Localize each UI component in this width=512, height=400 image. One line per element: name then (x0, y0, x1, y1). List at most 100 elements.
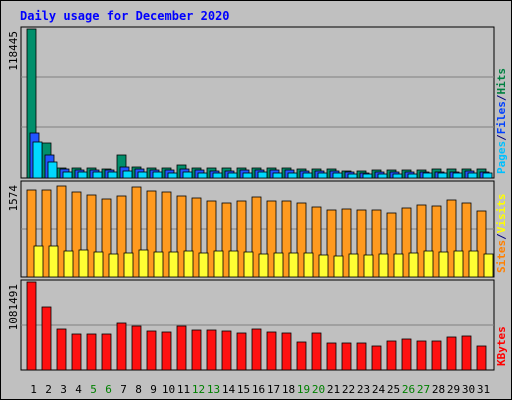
bar-visits-day-6 (101, 198, 112, 278)
bar-visits-day-20 (311, 206, 322, 278)
series-visits (26, 185, 487, 278)
legend-entry: / (495, 134, 508, 141)
bar-visits-day-27 (416, 204, 427, 278)
bar-visits-day-29 (446, 199, 457, 278)
bar-pages-day-16 (257, 171, 268, 179)
x-tick-label-day-25: 25 (387, 383, 400, 396)
bar-visits-day-8 (131, 186, 142, 278)
bar-visits-day-5 (86, 194, 97, 278)
bar-kbytes-day-22 (341, 342, 352, 371)
bar-pages-day-17 (272, 172, 283, 179)
bar-sites-day-3 (63, 250, 74, 278)
legend-entry: Sites (495, 240, 508, 273)
bar-pages-day-13 (212, 172, 223, 179)
bar-kbytes-day-21 (326, 342, 337, 371)
x-tick-label-day-21: 21 (327, 383, 340, 396)
bar-pages-day-26 (407, 173, 418, 179)
bar-sites-day-17 (273, 252, 284, 278)
bar-pages-day-31 (482, 172, 493, 179)
bar-visits-day-23 (356, 209, 367, 278)
bar-kbytes-day-9 (146, 330, 157, 371)
bar-visits-day-31 (476, 210, 487, 278)
bar-sites-day-12 (198, 252, 209, 278)
bar-pages-day-21 (332, 172, 343, 179)
bar-kbytes-day-8 (131, 325, 142, 371)
x-tick-label-day-2: 2 (45, 383, 52, 396)
bar-kbytes-day-17 (266, 331, 277, 371)
panel-legend: KBytes (495, 326, 508, 366)
bar-visits-day-10 (161, 191, 172, 278)
panel-legend: Pages/Files/Hits (495, 68, 508, 174)
bar-pages-day-15 (242, 172, 253, 179)
bar-kbytes-day-30 (461, 335, 472, 371)
bar-kbytes-day-18 (281, 332, 292, 371)
bar-visits-day-14 (221, 202, 232, 278)
bar-sites-day-18 (288, 252, 299, 278)
bar-sites-day-13 (213, 250, 224, 278)
panel-visits-sites: 1574 Sites/Visits (7, 180, 508, 278)
legend-entry: Hits (495, 68, 508, 95)
legend-entry: / (495, 233, 508, 240)
bar-pages-day-18 (287, 172, 298, 179)
bar-visits-day-4 (71, 191, 82, 278)
bar-pages-day-3 (62, 171, 73, 179)
bar-pages-day-5 (92, 171, 103, 179)
bar-kbytes-day-11 (176, 325, 187, 371)
bar-kbytes-day-1 (26, 281, 37, 371)
x-tick-label-day-5: 5 (90, 383, 97, 396)
bar-visits-day-12 (191, 197, 202, 278)
x-tick-label-day-29: 29 (447, 383, 460, 396)
bar-pages-day-6 (107, 171, 118, 179)
bar-pages-day-7 (122, 170, 133, 179)
bar-visits-day-19 (296, 202, 307, 278)
bar-kbytes-day-16 (251, 328, 262, 371)
bar-pages-day-12 (197, 172, 208, 179)
chart-panels: 118445Pages/Files/Hits1574Sites/Visits10… (7, 26, 508, 371)
bar-sites-day-25 (393, 253, 404, 278)
chart-title: Daily usage for December 2020 (20, 9, 230, 23)
x-tick-label-day-24: 24 (372, 383, 386, 396)
bar-kbytes-day-23 (356, 342, 367, 371)
bar-kbytes-day-14 (221, 330, 232, 371)
bar-visits-day-9 (146, 190, 157, 278)
x-tick-label-day-11: 11 (177, 383, 190, 396)
bar-kbytes-day-5 (86, 333, 97, 371)
bar-sites-day-27 (423, 250, 434, 278)
bar-pages-day-4 (77, 171, 88, 179)
bar-pages-day-19 (302, 172, 313, 179)
bar-visits-day-15 (236, 200, 247, 278)
x-tick-label-day-1: 1 (30, 383, 37, 396)
bar-pages-day-25 (392, 173, 403, 179)
bar-visits-day-1 (26, 189, 37, 278)
bar-kbytes-day-28 (431, 340, 442, 371)
bar-visits-day-7 (116, 195, 127, 278)
bar-sites-day-16 (258, 253, 269, 278)
bar-pages-day-2 (47, 161, 58, 179)
bar-sites-day-1 (33, 245, 44, 278)
bar-pages-day-8 (137, 171, 148, 179)
bar-sites-day-24 (378, 253, 389, 278)
x-tick-label-day-20: 20 (312, 383, 325, 396)
bar-visits-day-25 (386, 212, 397, 278)
x-tick-label-day-6: 6 (105, 383, 112, 396)
bar-sites-day-5 (93, 251, 104, 278)
panel-frame (20, 26, 495, 179)
bar-pages-day-30 (467, 172, 478, 179)
bar-kbytes-day-12 (191, 329, 202, 371)
bar-sites-day-19 (303, 252, 314, 278)
bar-sites-day-26 (408, 252, 419, 278)
x-tick-label-day-9: 9 (150, 383, 157, 396)
bar-visits-day-18 (281, 200, 292, 278)
bar-kbytes-day-3 (56, 328, 67, 371)
bar-pages-day-23 (362, 173, 373, 179)
x-tick-label-day-30: 30 (462, 383, 475, 396)
x-tick-label-day-14: 14 (222, 383, 236, 396)
x-axis-labels: 1 2 3 4 5 6 7 8 9 10 11 12 13 14 15 16 17 18 19 20 21 22 23 24 2… (30, 383, 490, 396)
x-tick-label-day-28: 28 (432, 383, 445, 396)
bar-pages-day-22 (347, 173, 358, 179)
bar-kbytes-day-6 (101, 333, 112, 371)
x-tick-label-day-4: 4 (75, 383, 82, 396)
bar-pages-day-24 (377, 173, 388, 179)
x-tick-label-day-17: 17 (267, 383, 280, 396)
